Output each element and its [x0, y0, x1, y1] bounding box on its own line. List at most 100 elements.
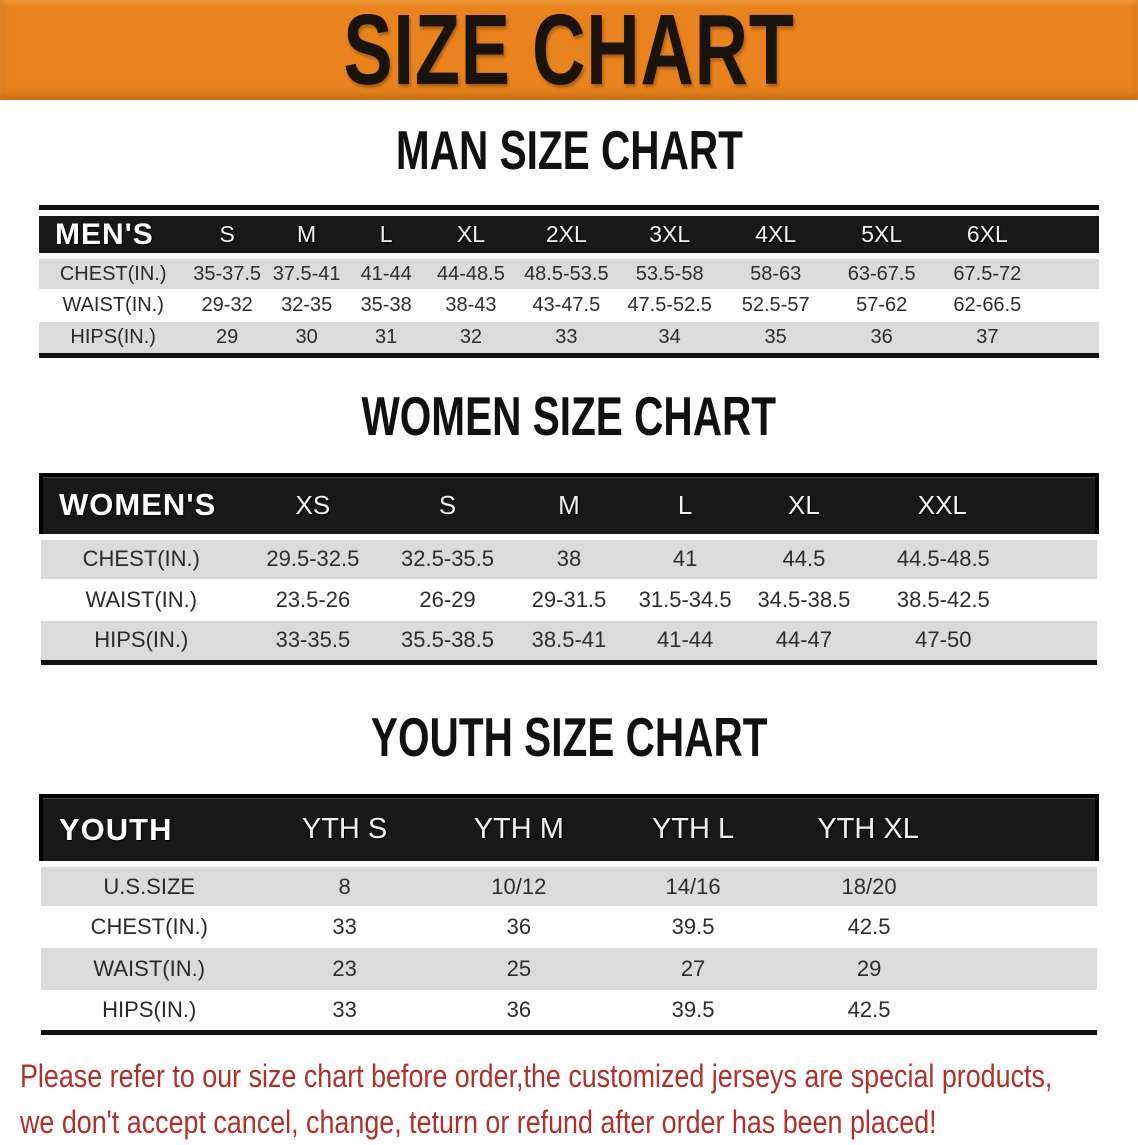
row-label: HIPS(IN.): [41, 620, 242, 663]
cell: 23.5-26: [241, 578, 385, 621]
col-header: S: [384, 472, 511, 540]
cell: 53.5-58: [616, 256, 723, 289]
cell: 36: [431, 990, 606, 1032]
table-row: HIPS(IN.) 33-35.5 35.5-38.5 38.5-41 41-4…: [41, 620, 1097, 663]
col-header: M: [266, 216, 347, 259]
col-header: 3XL: [616, 216, 723, 259]
cell: 38.5-42.5: [864, 578, 1097, 621]
row-label: WAIST(IN.): [39, 289, 188, 322]
cell: 44.5-48.5: [864, 536, 1097, 579]
cell: 47-50: [864, 620, 1097, 663]
cell: 35.5-38.5: [384, 620, 511, 663]
col-header: 4XL: [722, 216, 829, 259]
cell: 39.5: [605, 990, 781, 1032]
cell: 57-62: [828, 289, 935, 322]
cell: 34: [616, 322, 723, 355]
man-header-row: MEN'S S M L XL 2XL 3XL 4XL 5XL 6XL: [39, 216, 1099, 259]
table-row: HIPS(IN.) 29 30 31 32 33 34 35 36 37: [39, 322, 1099, 355]
cell: 31: [346, 322, 426, 355]
row-label: U.S.SIZE: [41, 864, 258, 906]
cell: 10/12: [431, 864, 606, 906]
col-header: XL: [425, 216, 516, 259]
table-row: WAIST(IN.) 29-32 32-35 35-38 38-43 43-47…: [39, 289, 1099, 322]
row-label: CHEST(IN.): [39, 256, 188, 289]
table-row: CHEST(IN.) 35-37.5 37.5-41 41-44 44-48.5…: [39, 256, 1099, 289]
order-notice-line2: we don't accept cancel, change, teturn o…: [20, 1103, 937, 1140]
col-header: YTH XL: [780, 794, 1099, 867]
youth-size-table-wrap: YOUTH YTH S YTH M YTH L YTH XL U.S.SIZE …: [38, 794, 1099, 1035]
table-row: CHEST(IN.) 33 36 39.5 42.5: [41, 906, 1097, 948]
cell: 63-67.5: [828, 256, 935, 289]
row-label: WAIST(IN.): [41, 578, 242, 621]
col-header: YTH S: [257, 794, 432, 867]
table-row: WAIST(IN.) 23.5-26 26-29 29-31.5 31.5-34…: [41, 578, 1097, 621]
col-header: YTH L: [605, 794, 781, 867]
cell: 29-31.5: [510, 578, 628, 621]
women-corner-label: WOMEN'S: [39, 472, 242, 540]
cell: 36: [828, 322, 935, 355]
cell: 29.5-32.5: [241, 536, 385, 579]
cell: 67.5-72: [934, 256, 1099, 289]
cell: 31.5-34.5: [627, 578, 744, 621]
cell: 44-48.5: [425, 256, 516, 289]
cell: 35-38: [346, 289, 426, 322]
women-size-table-wrap: WOMEN'S XS S M L XL XXL CHEST(IN.) 29.5-…: [39, 472, 1100, 665]
women-section-title-wrap: WOMEN SIZE CHART: [0, 386, 1138, 457]
women-section-title: WOMEN SIZE CHART: [361, 386, 777, 447]
order-notice-line1: Please refer to our size chart before or…: [20, 1057, 1053, 1094]
table-row: HIPS(IN.) 33 36 39.5 42.5: [41, 990, 1097, 1032]
cell: 29: [780, 948, 1097, 990]
cell: 27: [605, 948, 781, 990]
cell: 44-47: [743, 620, 865, 663]
man-section-title: MAN SIZE CHART: [395, 120, 743, 182]
cell: 41: [627, 536, 744, 579]
col-header: M: [510, 472, 628, 540]
cell: 47.5-52.5: [616, 289, 723, 322]
col-header: XXL: [864, 472, 1100, 540]
row-label: CHEST(IN.): [41, 906, 258, 948]
man-size-table: MEN'S S M L XL 2XL 3XL 4XL 5XL 6XL CHEST…: [39, 216, 1099, 358]
table-row: U.S.SIZE 8 10/12 14/16 18/20: [41, 864, 1097, 906]
cell: 32-35: [266, 289, 347, 322]
cell: 23: [257, 948, 432, 990]
cell: 33: [257, 906, 432, 948]
women-header-row: WOMEN'S XS S M L XL XXL: [39, 472, 1100, 540]
man-section-title-wrap: MAN SIZE CHART: [0, 120, 1138, 191]
cell: 38-43: [425, 289, 516, 322]
man-table-top-border: [39, 205, 1099, 210]
col-header: 5XL: [828, 216, 935, 259]
cell: 38.5-41: [510, 620, 628, 663]
youth-header-row: YOUTH YTH S YTH M YTH L YTH XL: [38, 794, 1099, 867]
cell: 33-35.5: [241, 620, 385, 663]
cell: 32.5-35.5: [384, 536, 511, 579]
col-header: 2XL: [515, 216, 617, 259]
cell: 37: [934, 322, 1099, 355]
youth-size-table: YOUTH YTH S YTH M YTH L YTH XL U.S.SIZE …: [38, 794, 1099, 1035]
cell: 32: [425, 322, 516, 355]
women-size-table: WOMEN'S XS S M L XL XXL CHEST(IN.) 29.5-…: [39, 472, 1100, 665]
cell: 48.5-53.5: [515, 256, 617, 289]
cell: 14/16: [605, 864, 781, 906]
col-header: 6XL: [934, 216, 1099, 259]
cell: 35-37.5: [187, 256, 267, 289]
cell: 33: [257, 990, 432, 1032]
row-label: WAIST(IN.): [41, 948, 258, 990]
col-header: YTH M: [431, 794, 606, 867]
table-row: WAIST(IN.) 23 25 27 29: [41, 948, 1097, 990]
cell: 62-66.5: [934, 289, 1099, 322]
cell: 58-63: [722, 256, 829, 289]
cell: 43-47.5: [515, 289, 617, 322]
col-header: L: [627, 472, 744, 540]
cell: 42.5: [780, 990, 1097, 1032]
cell: 35: [722, 322, 829, 355]
cell: 37.5-41: [266, 256, 347, 289]
cell: 44.5: [743, 536, 865, 579]
order-notice: Please refer to our size chart before or…: [20, 1053, 1138, 1145]
row-label: CHEST(IN.): [41, 536, 242, 579]
youth-corner-label: YOUTH: [38, 794, 258, 867]
cell: 26-29: [384, 578, 511, 621]
banner-title: SIZE CHART: [343, 0, 795, 106]
col-header: XS: [241, 472, 385, 540]
cell: 39.5: [605, 906, 781, 948]
cell: 41-44: [627, 620, 744, 663]
